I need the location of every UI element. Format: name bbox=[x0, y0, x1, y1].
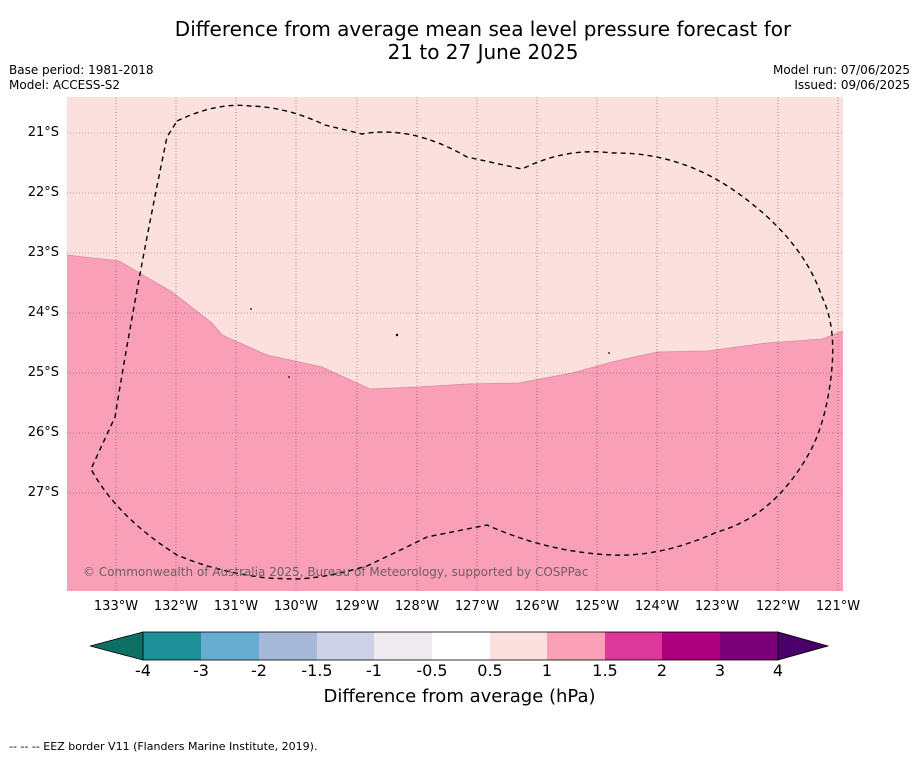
colorbar-tick: -1 bbox=[366, 661, 382, 680]
lat-label-22s: 22°S bbox=[27, 185, 59, 200]
colorbar-label: Difference from average (hPa) bbox=[323, 686, 596, 707]
island-markers bbox=[250, 308, 610, 378]
lon-label-131w: 131°W bbox=[213, 599, 259, 614]
map-svg bbox=[67, 97, 843, 591]
lat-label-25s: 25°S bbox=[27, 365, 59, 380]
colorbar-tick: 1.5 bbox=[592, 661, 618, 680]
lon-label-125w: 125°W bbox=[574, 599, 620, 614]
colorbar-segment bbox=[201, 632, 259, 660]
colorbar-segment bbox=[547, 632, 605, 660]
colorbar-svg bbox=[88, 631, 830, 661]
lon-label-121w: 121°W bbox=[815, 599, 861, 614]
colorbar-segment bbox=[605, 632, 662, 660]
issued-date: Issued: 09/06/2025 bbox=[794, 78, 910, 92]
lat-label-21s: 21°S bbox=[27, 125, 59, 140]
lat-label-26s: 26°S bbox=[27, 425, 59, 440]
chart-title: Difference from average mean sea level p… bbox=[0, 18, 919, 64]
base-period: Base period: 1981-2018 bbox=[9, 63, 154, 77]
lon-label-123w: 123°W bbox=[694, 599, 740, 614]
gridlines bbox=[67, 97, 843, 591]
lat-label-23s: 23°S bbox=[27, 245, 59, 260]
lon-label-124w: 124°W bbox=[634, 599, 680, 614]
colorbar-tick: 4 bbox=[772, 661, 784, 680]
colorbar-segment bbox=[432, 632, 490, 660]
colorbar-tick: 3 bbox=[714, 661, 726, 680]
lon-label-133w: 133°W bbox=[93, 599, 139, 614]
lon-label-129w: 129°W bbox=[334, 599, 380, 614]
colorbar-tick: -1.5 bbox=[301, 661, 333, 680]
copyright-text: © Commonwealth of Australia 2025, Bureau… bbox=[83, 565, 589, 579]
map-panel: © Commonwealth of Australia 2025, Bureau… bbox=[67, 97, 843, 591]
lon-label-127w: 127°W bbox=[454, 599, 500, 614]
lat-label-27s: 27°S bbox=[27, 485, 59, 500]
colorbar-tick: 1 bbox=[541, 661, 553, 680]
colorbar bbox=[88, 631, 830, 661]
lon-label-132w: 132°W bbox=[153, 599, 199, 614]
colorbar-arrow-right bbox=[777, 631, 830, 661]
colorbar-segment bbox=[259, 632, 317, 660]
footnote: -- -- -- EEZ border V11 (Flanders Marine… bbox=[9, 740, 318, 753]
colorbar-segment bbox=[490, 632, 547, 660]
colorbar-tick: -0.5 bbox=[416, 661, 448, 680]
colorbar-tick: 2 bbox=[656, 661, 668, 680]
meta-left: Base period: 1981-2018 Model: ACCESS-S2 bbox=[9, 63, 154, 93]
colorbar-tick: -4 bbox=[135, 661, 151, 680]
lat-label-24s: 24°S bbox=[27, 305, 59, 320]
eez-border bbox=[90, 104, 834, 580]
lon-label-126w: 126°W bbox=[514, 599, 560, 614]
colorbar-segment bbox=[662, 632, 720, 660]
colorbar-arrow-left bbox=[88, 631, 144, 661]
meta-right: Model run: 07/06/2025 Issued: 09/06/2025 bbox=[773, 63, 910, 93]
lon-label-130w: 130°W bbox=[273, 599, 319, 614]
model-name: Model: ACCESS-S2 bbox=[9, 78, 121, 92]
colorbar-tick: 0.5 bbox=[477, 661, 503, 680]
colorbar-segment bbox=[317, 632, 374, 660]
colorbar-segment bbox=[374, 632, 432, 660]
lon-label-128w: 128°W bbox=[394, 599, 440, 614]
title-line-2: 21 to 27 June 2025 bbox=[387, 40, 579, 64]
colorbar-segment bbox=[720, 632, 778, 660]
colorbar-segment bbox=[143, 632, 201, 660]
colorbar-frame bbox=[142, 631, 779, 661]
region-1-to-1.5 bbox=[67, 255, 843, 591]
lon-label-122w: 122°W bbox=[755, 599, 801, 614]
colorbar-tick: -2 bbox=[251, 661, 267, 680]
model-run: Model run: 07/06/2025 bbox=[772, 63, 910, 77]
title-line-1: Difference from average mean sea level p… bbox=[174, 17, 792, 41]
colorbar-tick: -3 bbox=[193, 661, 209, 680]
